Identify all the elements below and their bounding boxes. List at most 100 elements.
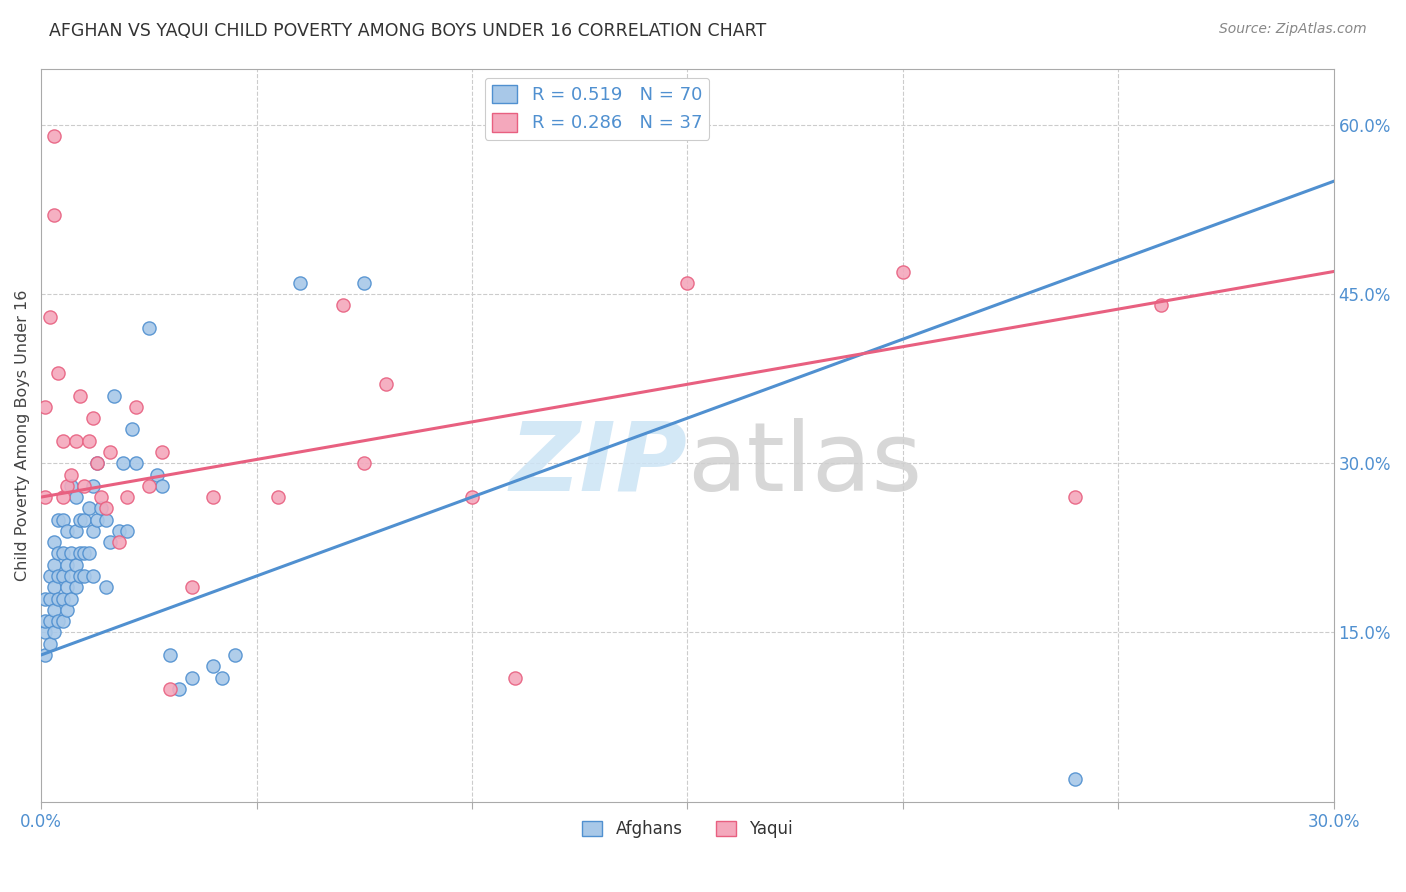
Point bbox=[90, 501, 112, 516]
Point bbox=[211, 671, 233, 685]
Point bbox=[34, 490, 56, 504]
Point bbox=[146, 467, 169, 482]
Text: ZIP: ZIP bbox=[509, 417, 688, 511]
Point bbox=[46, 569, 69, 583]
Text: AFGHAN VS YAQUI CHILD POVERTY AMONG BOYS UNDER 16 CORRELATION CHART: AFGHAN VS YAQUI CHILD POVERTY AMONG BOYS… bbox=[49, 22, 766, 40]
Point bbox=[117, 524, 139, 538]
Point bbox=[69, 569, 91, 583]
Point bbox=[52, 614, 75, 628]
Point bbox=[125, 400, 148, 414]
Point bbox=[111, 456, 134, 470]
Point bbox=[42, 129, 65, 144]
Point bbox=[98, 445, 121, 459]
Point bbox=[60, 467, 83, 482]
Point bbox=[42, 603, 65, 617]
Point bbox=[676, 276, 699, 290]
Point bbox=[86, 513, 108, 527]
Point bbox=[224, 648, 246, 662]
Point bbox=[52, 591, 75, 606]
Point bbox=[34, 625, 56, 640]
Point bbox=[34, 591, 56, 606]
Point bbox=[65, 558, 87, 572]
Point bbox=[77, 546, 100, 560]
Point bbox=[38, 591, 60, 606]
Point bbox=[98, 535, 121, 549]
Point bbox=[103, 388, 125, 402]
Point bbox=[117, 490, 139, 504]
Point bbox=[65, 524, 87, 538]
Point bbox=[52, 569, 75, 583]
Point bbox=[353, 456, 375, 470]
Point bbox=[121, 422, 143, 436]
Point bbox=[353, 276, 375, 290]
Point bbox=[60, 546, 83, 560]
Point bbox=[56, 580, 79, 594]
Point bbox=[150, 445, 173, 459]
Point bbox=[73, 479, 96, 493]
Point bbox=[90, 490, 112, 504]
Point bbox=[52, 513, 75, 527]
Point bbox=[65, 490, 87, 504]
Point bbox=[60, 569, 83, 583]
Point bbox=[73, 513, 96, 527]
Point bbox=[138, 321, 160, 335]
Point bbox=[82, 479, 104, 493]
Point bbox=[46, 366, 69, 380]
Point bbox=[86, 456, 108, 470]
Point bbox=[46, 614, 69, 628]
Point bbox=[202, 659, 225, 673]
Point bbox=[38, 569, 60, 583]
Point bbox=[125, 456, 148, 470]
Point bbox=[77, 501, 100, 516]
Point bbox=[42, 580, 65, 594]
Point bbox=[46, 513, 69, 527]
Point bbox=[60, 591, 83, 606]
Point bbox=[34, 648, 56, 662]
Point bbox=[374, 377, 396, 392]
Point bbox=[56, 558, 79, 572]
Point bbox=[42, 625, 65, 640]
Y-axis label: Child Poverty Among Boys Under 16: Child Poverty Among Boys Under 16 bbox=[15, 289, 30, 581]
Point bbox=[52, 434, 75, 448]
Point bbox=[94, 580, 117, 594]
Point bbox=[65, 580, 87, 594]
Text: Source: ZipAtlas.com: Source: ZipAtlas.com bbox=[1219, 22, 1367, 37]
Point bbox=[159, 681, 181, 696]
Point bbox=[1064, 772, 1087, 786]
Point bbox=[202, 490, 225, 504]
Point bbox=[34, 400, 56, 414]
Point bbox=[332, 298, 354, 312]
Point bbox=[138, 479, 160, 493]
Point bbox=[1064, 490, 1087, 504]
Point bbox=[69, 388, 91, 402]
Point bbox=[288, 276, 311, 290]
Point bbox=[267, 490, 290, 504]
Point bbox=[52, 490, 75, 504]
Point bbox=[461, 490, 484, 504]
Point bbox=[65, 434, 87, 448]
Text: atlas: atlas bbox=[688, 417, 922, 511]
Point bbox=[38, 637, 60, 651]
Point bbox=[42, 558, 65, 572]
Point bbox=[159, 648, 181, 662]
Point bbox=[107, 535, 129, 549]
Point bbox=[42, 535, 65, 549]
Point bbox=[94, 501, 117, 516]
Point bbox=[150, 479, 173, 493]
Point bbox=[69, 546, 91, 560]
Point bbox=[56, 479, 79, 493]
Point bbox=[82, 569, 104, 583]
Point bbox=[503, 671, 526, 685]
Point bbox=[42, 208, 65, 222]
Point bbox=[34, 614, 56, 628]
Legend: Afghans, Yaqui: Afghans, Yaqui bbox=[575, 814, 800, 845]
Point bbox=[46, 591, 69, 606]
Point bbox=[73, 569, 96, 583]
Point bbox=[107, 524, 129, 538]
Point bbox=[82, 524, 104, 538]
Point bbox=[56, 524, 79, 538]
Point bbox=[73, 546, 96, 560]
Point bbox=[52, 546, 75, 560]
Point bbox=[891, 264, 914, 278]
Point bbox=[38, 310, 60, 324]
